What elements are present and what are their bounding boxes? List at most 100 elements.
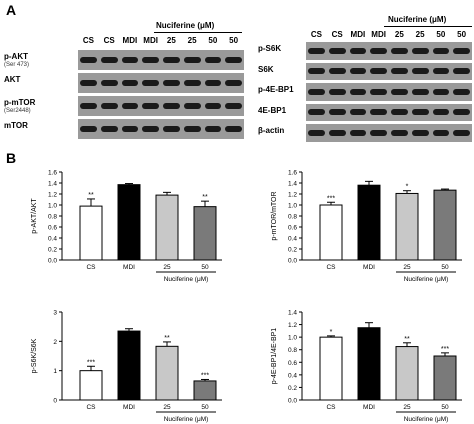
- blot-row-label: β-actin: [258, 126, 285, 135]
- y-axis-label: p-S6K/S6K: [31, 338, 38, 373]
- blot-band: [411, 129, 429, 136]
- lane-label: 50: [229, 36, 239, 45]
- x-category-label: 25: [403, 404, 411, 411]
- bar: [193, 206, 217, 261]
- blot-strip: [306, 124, 472, 142]
- blot-band: [349, 129, 367, 136]
- blot-band: [391, 68, 408, 75]
- panel-b-letter: B: [6, 150, 17, 166]
- lane-label: 50: [208, 36, 218, 45]
- blot-band: [432, 88, 450, 95]
- blot-band: [225, 80, 242, 86]
- x-category-label: CS: [326, 264, 336, 271]
- group-label: Nuciferine (μM): [164, 276, 209, 283]
- blot-band: [432, 129, 450, 136]
- lane-label: 25: [394, 30, 404, 39]
- blot-band: [142, 126, 159, 132]
- blot-band: [308, 129, 325, 136]
- x-category-label: MDI: [363, 264, 375, 271]
- blot-band: [183, 126, 201, 132]
- y-tick-label: 0.6: [288, 360, 297, 367]
- significance-mark: **: [88, 192, 94, 199]
- x-category-label: 50: [201, 404, 209, 411]
- y-axis-label: p-AKT/AKT: [31, 198, 38, 234]
- y-tick-label: 1.4: [288, 310, 297, 317]
- group-label: Nuciferine (μM): [404, 416, 449, 423]
- lane-label: 25: [187, 36, 197, 45]
- bar: [319, 204, 343, 261]
- y-tick-label: 1.4: [48, 181, 57, 188]
- y-tick-label: 1.2: [48, 192, 57, 199]
- y-tick-label: 1.6: [48, 170, 57, 177]
- y-tick-label: 0.2: [48, 247, 57, 254]
- blot-band: [80, 80, 97, 86]
- y-tick-label: 0.8: [288, 214, 297, 221]
- y-tick-label: 1.0: [288, 203, 297, 210]
- blot-band: [225, 57, 242, 63]
- blot-row-label: S6K: [258, 64, 274, 74]
- x-category-label: CS: [326, 404, 336, 411]
- blot-band: [411, 88, 429, 95]
- bar: [155, 345, 179, 401]
- blot-row-label: p-AKT (Ser 473): [4, 52, 30, 68]
- blot-band: [80, 103, 97, 109]
- blot-row-label: p-4E-BP1: [258, 85, 294, 94]
- left-nuciferine-header: Nuciferine (μM): [156, 21, 215, 30]
- blot-band: [80, 126, 97, 132]
- blot-band: [121, 126, 139, 132]
- blot-band: [349, 47, 367, 54]
- y-axis-label: p-mTOR/mTOR: [271, 191, 278, 240]
- x-category-label: MDI: [123, 264, 135, 271]
- bar: [395, 192, 419, 261]
- bar: [117, 330, 141, 401]
- y-tick-label: 1.2: [288, 322, 297, 329]
- lane-label: 25: [166, 36, 176, 45]
- bar: [433, 189, 457, 261]
- significance-mark: *: [406, 184, 409, 191]
- bar: [357, 327, 381, 401]
- left-nuciferine-bracket: [154, 32, 242, 33]
- blot-band: [308, 109, 325, 116]
- right-nuciferine-header: Nuciferine (μM): [388, 15, 447, 24]
- significance-mark: **: [202, 194, 208, 201]
- lane-label: MDI: [143, 36, 158, 45]
- blot-band: [453, 68, 470, 75]
- y-tick-label: 1.0: [288, 335, 297, 342]
- x-category-label: 25: [163, 264, 171, 271]
- blot-band: [308, 47, 325, 54]
- y-tick-label: 0.8: [288, 347, 297, 354]
- blot-band: [453, 129, 470, 136]
- blot-band: [328, 129, 346, 136]
- blot-row-label: AKT: [4, 75, 21, 84]
- y-tick-label: 0.0: [48, 258, 57, 265]
- blot-band: [370, 47, 387, 54]
- blot-band: [121, 57, 139, 63]
- x-category-label: CS: [86, 264, 96, 271]
- bar: [79, 205, 103, 261]
- blot-band: [411, 109, 429, 116]
- blot-band: [183, 103, 201, 109]
- x-category-label: 50: [441, 264, 449, 271]
- right-nuciferine-bracket: [384, 26, 472, 27]
- y-tick-label: 0.2: [288, 385, 297, 392]
- x-category-label: CS: [86, 404, 96, 411]
- blot-band: [121, 103, 139, 109]
- blot-band: [100, 103, 118, 109]
- lane-label: MDI: [350, 30, 366, 39]
- blot-band: [391, 109, 408, 116]
- blot-band: [391, 129, 408, 136]
- blot-band: [204, 103, 222, 109]
- y-tick-label: 1.6: [288, 170, 297, 177]
- lane-label: 50: [436, 30, 446, 39]
- blot-band: [432, 68, 450, 75]
- lane-label: CS: [331, 30, 343, 39]
- x-category-label: 50: [201, 264, 209, 271]
- blot-band: [183, 80, 201, 86]
- blot-band: [163, 126, 180, 132]
- bar: [319, 336, 343, 401]
- y-tick-label: 0.0: [288, 258, 297, 265]
- blot-row-label: p-mTOR (Ser2448): [4, 98, 36, 114]
- significance-mark: **: [404, 336, 410, 343]
- lane-label: CS: [103, 36, 115, 45]
- blot-row-label: p-S6K: [258, 44, 282, 53]
